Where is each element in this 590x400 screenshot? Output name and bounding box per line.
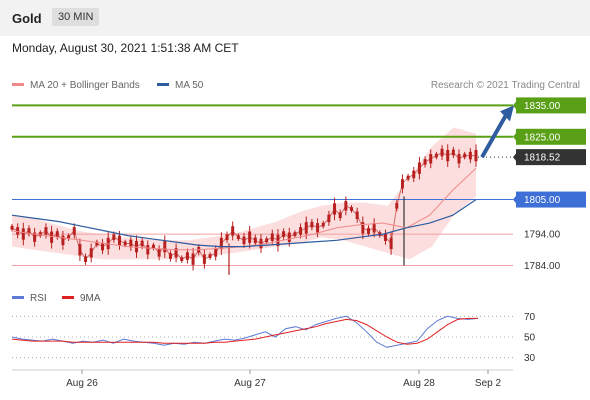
credit-text: Research © 2021 Trading Central xyxy=(430,80,580,91)
rsi-swatch xyxy=(12,295,24,299)
ma50-line xyxy=(11,199,477,248)
rsi-label: RSI xyxy=(30,293,47,304)
level-badge-1 xyxy=(516,128,586,145)
rsi-tick-label-1: 50 xyxy=(524,333,536,344)
bollinger-band xyxy=(12,127,476,260)
ma50-label: MA 50 xyxy=(175,80,204,91)
level-badge-pointer-0 xyxy=(513,100,517,111)
ma50-swatch xyxy=(157,82,169,86)
level-label-5: 1784.00 xyxy=(524,261,561,272)
time-tick-label-0: Aug 26 xyxy=(66,378,98,389)
level-badge-2 xyxy=(516,149,586,166)
level-label-3: 1805.00 xyxy=(524,195,561,206)
ma20-swatch xyxy=(12,82,24,86)
level-label-0: 1835.00 xyxy=(524,101,561,112)
ma9-line xyxy=(11,317,478,345)
rsi-panel: 70 50 30 xyxy=(11,306,536,368)
time-tick-label-3: Sep 2 xyxy=(475,378,502,389)
rsi-frame xyxy=(12,306,513,368)
price-path xyxy=(11,151,476,261)
timeframe-badge[interactable]: 30 MIN xyxy=(52,8,100,26)
price-panel: 1835.00 1825.00 1818.52 1805.00 1794.00 1784.… xyxy=(10,97,586,275)
instrument-title: Gold xyxy=(12,11,42,26)
time-axis: Aug 26 Aug 27 Aug 28 Sep 2 xyxy=(12,369,513,389)
datetime-label: Monday, August 30, 2021 1:51:38 AM CET xyxy=(12,41,239,55)
ma20-label: MA 20 + Bollinger Bands xyxy=(30,80,140,91)
time-tick-label-1: Aug 27 xyxy=(234,378,266,389)
candle-body xyxy=(10,225,14,230)
level-label-2: 1818.52 xyxy=(524,153,561,164)
level-badge-3 xyxy=(516,191,586,208)
level-label-4: 1794.00 xyxy=(524,230,561,241)
legend-ma20: MA 20 + Bollinger Bands xyxy=(12,80,140,91)
legend-9ma: 9MA xyxy=(62,293,101,304)
level-label-1: 1825.00 xyxy=(524,132,561,143)
chart-header: Gold 30 MIN xyxy=(0,0,590,36)
rsi-tick-label-0: 70 xyxy=(524,312,536,323)
time-tick-label-2: Aug 28 xyxy=(403,378,435,389)
forecast-arrow-head xyxy=(500,105,514,122)
level-badge-pointer-3 xyxy=(513,194,517,205)
rsi-tick-label-2: 30 xyxy=(524,353,536,364)
legend-rsi: RSI xyxy=(12,293,47,304)
level-badge-pointer-2 xyxy=(513,152,517,163)
level-badge-pointer-1 xyxy=(513,131,517,142)
ma9-label: 9MA xyxy=(80,293,101,304)
legend-ma50: MA 50 xyxy=(157,80,203,91)
ma9-swatch xyxy=(62,295,74,299)
forecast-arrow-shaft xyxy=(480,112,509,159)
level-badge-0 xyxy=(516,97,586,114)
